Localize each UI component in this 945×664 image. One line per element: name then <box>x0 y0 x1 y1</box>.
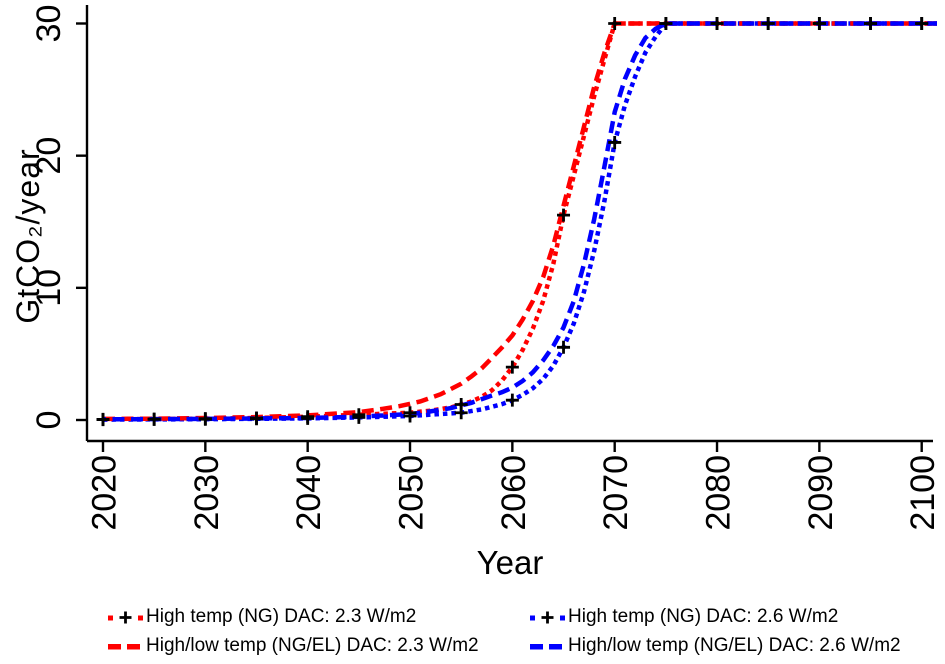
legend-label: High/low temp (NG/EL) DAC: 2.6 W/m2 <box>568 635 901 656</box>
plus-marker <box>147 412 161 426</box>
legend-item-highlow-temp-ngel-26: High/low temp (NG/EL) DAC: 2.6 W/m2 <box>529 632 937 660</box>
legend-symbol-dotted-plus-red <box>108 611 143 623</box>
legend-item-high-temp-ng-23: High temp (NG) DAC: 2.3 W/m2 <box>107 603 529 631</box>
plus-marker <box>454 406 468 420</box>
plus-marker <box>864 17 878 30</box>
legend-label: High temp (NG) DAC: 2.6 W/m2 <box>568 606 839 627</box>
x-tick-label: 2050 <box>393 455 431 531</box>
plus-marker <box>250 412 264 426</box>
legend-symbol-dashed-red <box>108 643 140 649</box>
y-tick-label: 0 <box>30 411 68 430</box>
plus-marker <box>198 412 212 426</box>
x-tick-label: 2060 <box>495 455 533 531</box>
y-tick-label: 20 <box>30 137 68 175</box>
x-tick-label: 2040 <box>290 455 328 531</box>
x-tick-label: 2020 <box>86 455 124 531</box>
plus-marker <box>96 413 110 427</box>
plus-marker <box>505 393 519 407</box>
plus-marker <box>557 208 571 222</box>
plus-marker <box>352 410 366 424</box>
y-tick-label: 10 <box>30 269 68 307</box>
legend-label: High/low temp (NG/EL) DAC: 2.3 W/m2 <box>146 635 479 656</box>
legend-item-highlow-temp-ngel-23: High/low temp (NG/EL) DAC: 2.3 W/m2 <box>107 632 529 660</box>
y-axis-title: GtCO₂/year <box>10 148 46 324</box>
x-tick-label: 2100 <box>904 455 942 531</box>
x-tick-label: 2030 <box>188 455 226 531</box>
legend-item-high-temp-ng-26: High temp (NG) DAC: 2.6 W/m2 <box>529 603 937 631</box>
legend-symbol-dotted-plus-blue <box>530 611 565 623</box>
plus-marker <box>403 409 417 423</box>
series-line-1 <box>102 21 937 422</box>
legend: High temp (NG) DAC: 2.3 W/m2 High temp (… <box>107 603 937 660</box>
x-tick-label: 2090 <box>802 455 840 531</box>
plus-marker <box>505 360 519 374</box>
x-tick-label: 2080 <box>700 455 738 531</box>
y-tick-label: 30 <box>30 5 68 43</box>
series-line-0 <box>102 21 937 422</box>
plus-marker <box>915 17 929 30</box>
series-line-2 <box>102 21 937 422</box>
series-line-3 <box>102 21 937 422</box>
plus-marker <box>812 17 826 30</box>
x-tick-label: 2070 <box>597 455 635 531</box>
plus-marker <box>761 17 775 30</box>
x-axis-title: Year <box>476 544 544 581</box>
plus-marker <box>557 340 571 354</box>
legend-symbol-dashed-blue <box>530 643 562 649</box>
plus-marker <box>608 135 622 149</box>
plus-marker <box>710 17 724 30</box>
plus-marker <box>659 17 673 30</box>
plus-marker <box>301 411 315 425</box>
plus-marker <box>608 17 622 30</box>
legend-label: High temp (NG) DAC: 2.3 W/m2 <box>146 606 417 627</box>
